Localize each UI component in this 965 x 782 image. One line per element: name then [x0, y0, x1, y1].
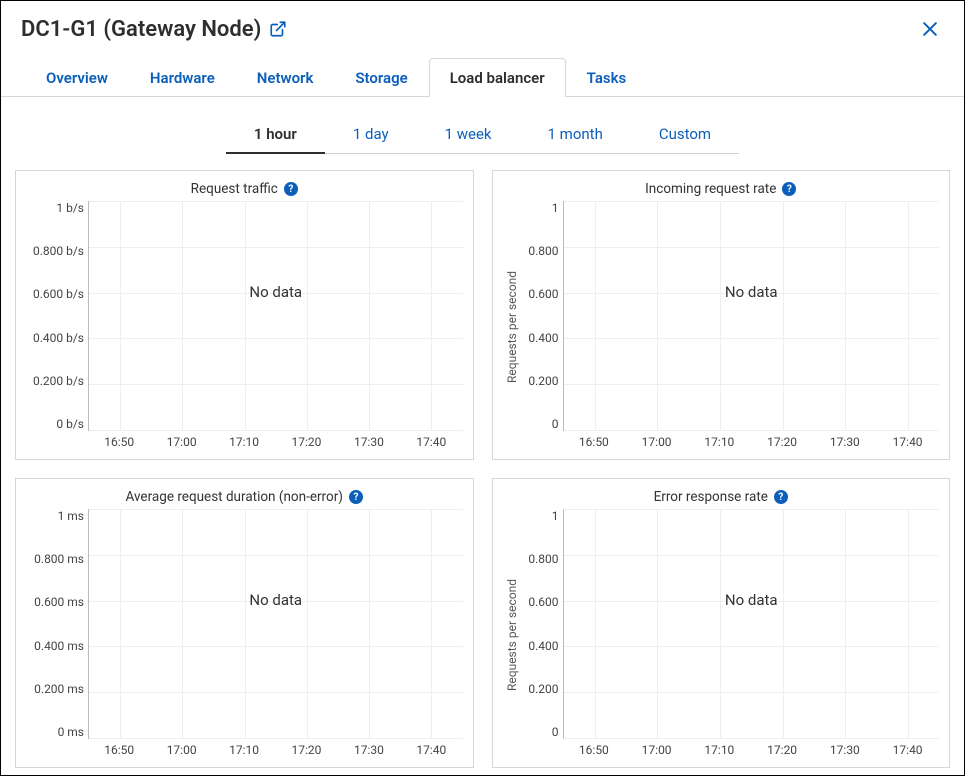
- x-tick-label: 17:30: [338, 743, 400, 761]
- x-tick-label: 17:30: [814, 743, 877, 761]
- tab-load-balancer[interactable]: Load balancer: [429, 58, 566, 97]
- info-icon[interactable]: ?: [284, 182, 298, 196]
- page-title: DC1-G1 (Gateway Node): [21, 17, 261, 42]
- y-tick-label: 0 b/s: [26, 417, 84, 431]
- y-tick-label: 0.400: [521, 639, 559, 653]
- x-tick-label: 17:00: [150, 435, 212, 453]
- y-tick-label: 1: [521, 509, 559, 523]
- chart-plot-area: No data: [563, 201, 940, 431]
- page-header: DC1-G1 (Gateway Node): [1, 1, 964, 51]
- no-data-label: No data: [725, 283, 778, 301]
- x-tick-label: 17:00: [625, 743, 688, 761]
- time-range-1-month[interactable]: 1 month: [520, 117, 631, 153]
- x-tick-label: 17:10: [688, 435, 751, 453]
- x-tick-label: 16:50: [88, 435, 150, 453]
- x-tick-label: 17:30: [814, 435, 877, 453]
- tab-overview[interactable]: Overview: [25, 58, 129, 97]
- y-tick-label: 0.200 b/s: [26, 374, 84, 388]
- x-tick-label: 17:40: [876, 743, 939, 761]
- x-tick-label: 16:50: [563, 435, 626, 453]
- no-data-label: No data: [249, 283, 302, 301]
- y-tick-label: 0.800 ms: [26, 552, 84, 566]
- x-tick-label: 17:40: [876, 435, 939, 453]
- x-tick-label: 17:00: [150, 743, 212, 761]
- y-tick-label: 0: [521, 725, 559, 739]
- x-tick-label: 16:50: [88, 743, 150, 761]
- tab-network[interactable]: Network: [236, 58, 335, 97]
- y-axis-label: Requests per second: [503, 509, 521, 761]
- y-tick-label: 0.600 ms: [26, 595, 84, 609]
- chart-title: Incoming request rate: [645, 181, 776, 197]
- tab-storage[interactable]: Storage: [334, 58, 428, 97]
- x-tick-label: 17:10: [213, 435, 275, 453]
- time-range-tabs: 1 hour1 day1 week1 monthCustom: [226, 117, 739, 154]
- x-tick-label: 17:40: [400, 743, 462, 761]
- y-tick-label: 0.600 b/s: [26, 287, 84, 301]
- y-tick-label: 0.600: [521, 595, 559, 609]
- info-icon[interactable]: ?: [782, 182, 796, 196]
- close-icon[interactable]: [916, 15, 944, 43]
- external-link-icon[interactable]: [269, 20, 287, 38]
- chart-plot-area: No data: [88, 509, 463, 739]
- info-icon[interactable]: ?: [774, 490, 788, 504]
- chart-card: Request traffic? 1 b/s 0.800 b/s 0.600 b/s 0…: [15, 170, 474, 460]
- chart-plot-area: No data: [563, 509, 940, 739]
- chart-plot-area: No data: [88, 201, 463, 431]
- y-tick-label: 0.400: [521, 331, 559, 345]
- y-tick-label: 0.800: [521, 244, 559, 258]
- y-tick-label: 0.400 b/s: [26, 331, 84, 345]
- x-tick-label: 17:00: [625, 435, 688, 453]
- y-axis-label: Requests per second: [503, 201, 521, 453]
- y-tick-label: 1 b/s: [26, 201, 84, 215]
- no-data-label: No data: [725, 591, 778, 609]
- y-tick-label: 0 ms: [26, 725, 84, 739]
- time-range-1-day[interactable]: 1 day: [325, 117, 417, 153]
- chart-card: Error response rate?Requests per second1…: [492, 478, 951, 768]
- x-tick-label: 17:30: [338, 435, 400, 453]
- x-tick-label: 17:20: [751, 743, 814, 761]
- time-range-1-hour[interactable]: 1 hour: [226, 117, 325, 153]
- x-tick-label: 17:10: [688, 743, 751, 761]
- x-tick-label: 17:40: [400, 435, 462, 453]
- y-tick-label: 0: [521, 417, 559, 431]
- x-tick-label: 17:20: [275, 435, 337, 453]
- chart-title: Average request duration (non-error): [126, 489, 343, 505]
- x-tick-label: 17:20: [275, 743, 337, 761]
- x-tick-label: 17:20: [751, 435, 814, 453]
- chart-title: Request traffic: [191, 181, 278, 197]
- y-tick-label: 0.400 ms: [26, 639, 84, 653]
- tab-tasks[interactable]: Tasks: [566, 58, 648, 97]
- no-data-label: No data: [249, 591, 302, 609]
- y-tick-label: 1 ms: [26, 509, 84, 523]
- y-tick-label: 1: [521, 201, 559, 215]
- y-tick-label: 0.800 b/s: [26, 244, 84, 258]
- time-range-custom[interactable]: Custom: [631, 117, 739, 153]
- chart-card: Average request duration (non-error)? 1 m…: [15, 478, 474, 768]
- y-tick-label: 0.800: [521, 552, 559, 566]
- info-icon[interactable]: ?: [349, 490, 363, 504]
- chart-card: Incoming request rate? Requests per secon…: [492, 170, 951, 460]
- time-range-1-week[interactable]: 1 week: [417, 117, 520, 153]
- charts-grid: Request traffic? 1 b/s 0.800 b/s 0.600 b/s 0…: [1, 170, 964, 782]
- main-tabs: OverviewHardwareNetworkStorageLoad balan…: [1, 57, 964, 97]
- x-tick-label: 16:50: [563, 743, 626, 761]
- chart-title: Error response rate: [654, 489, 768, 505]
- y-tick-label: 0.200: [521, 374, 559, 388]
- tab-hardware[interactable]: Hardware: [129, 58, 236, 97]
- y-tick-label: 0.600: [521, 287, 559, 301]
- x-tick-label: 17:10: [213, 743, 275, 761]
- y-tick-label: 0.200: [521, 682, 559, 696]
- y-tick-label: 0.200 ms: [26, 682, 84, 696]
